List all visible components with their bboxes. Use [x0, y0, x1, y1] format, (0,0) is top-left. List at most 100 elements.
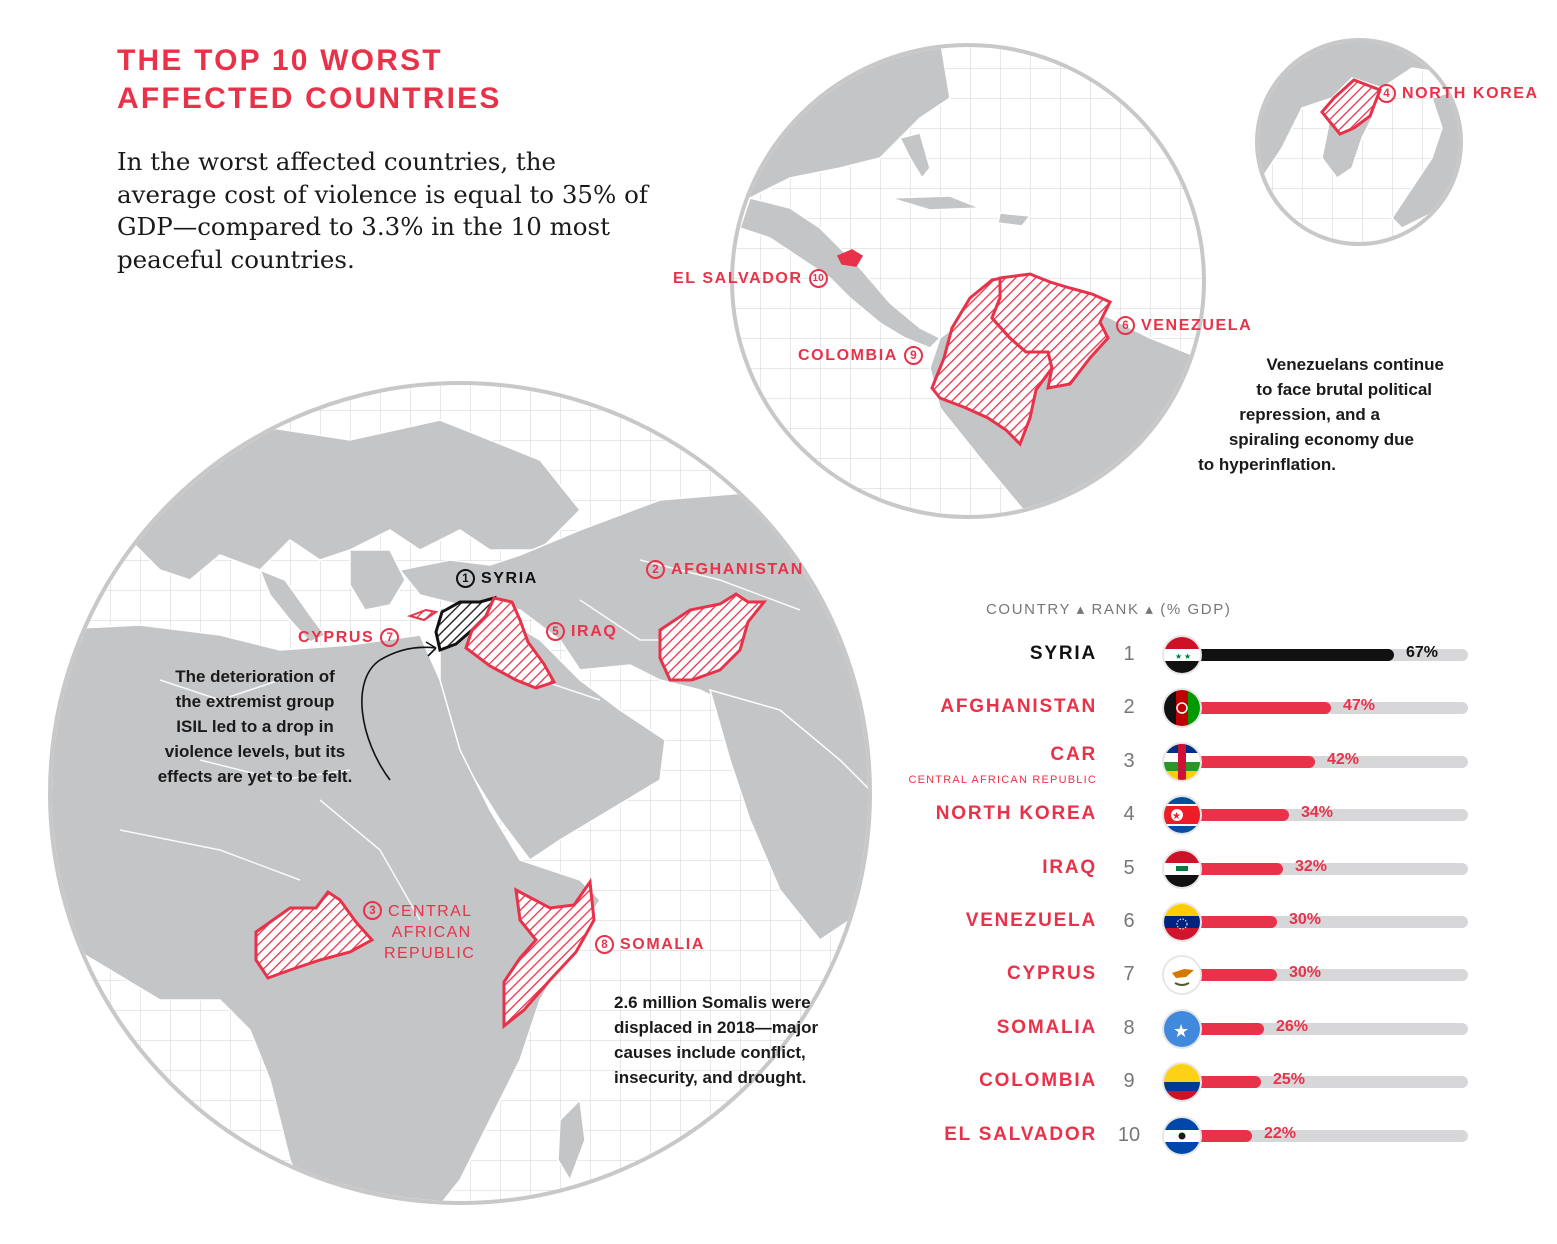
label-cyprus: CYPRUS 7 [298, 628, 400, 647]
afghanistan-flag-icon [1162, 688, 1202, 729]
venezuela-shape [990, 272, 1113, 390]
row-country-subtitle: CENTRAL AFRICAN REPUBLIC [908, 773, 1097, 786]
svg-text:★: ★ [1175, 652, 1182, 661]
bar-track [1182, 1076, 1468, 1089]
row-country-name: COLOMBIA [979, 1070, 1097, 1092]
row-country-name: SYRIA [1029, 643, 1097, 664]
isil-arrow [361, 646, 437, 781]
row-rank: 10 [1117, 1123, 1141, 1146]
bar-track [1182, 1129, 1468, 1142]
bar-fill [1182, 969, 1277, 982]
intro-text: In the worst affected countries, the ave… [117, 147, 648, 274]
landmass-cuba [889, 195, 981, 211]
globe-americas [730, 43, 1206, 519]
landmass-madagascar [557, 1098, 586, 1182]
label-somalia: 8 SOMALIA [595, 935, 705, 954]
row-country-name: CYPRUS [1007, 963, 1097, 985]
table-header[interactable]: COUNTRY ▴ RANK ▴ (% GDP) [986, 601, 1232, 618]
label-syria: 1 SYRIA [456, 569, 538, 588]
car-flag-icon [1162, 741, 1202, 782]
rank-6-badge: 6 [1116, 316, 1135, 335]
label-venezuela: 6 VENEZUELA [1116, 316, 1252, 335]
row-country-name: CAR [1050, 743, 1097, 765]
bar-value-label: 25% [1273, 1071, 1306, 1089]
syria-flag-icon: ★ ★ [1162, 635, 1202, 675]
rank-9-badge: 9 [903, 346, 923, 365]
bar-value-label: 67% [1406, 644, 1439, 661]
bar-value-label: 42% [1327, 750, 1360, 768]
row-rank: 2 [1123, 696, 1135, 719]
colombia-flag-icon [1162, 1062, 1202, 1103]
bar-track [1182, 809, 1468, 822]
bar-fill [1182, 1022, 1264, 1035]
iraq-shape [464, 596, 557, 690]
somalia-shape [502, 877, 596, 1030]
bar-track [1182, 1022, 1468, 1035]
cyprus-shape [406, 608, 439, 622]
car-shape [254, 889, 375, 980]
row-rank: 9 [1123, 1070, 1135, 1093]
bar-track [1182, 755, 1468, 768]
label-iraq: 5 IRAQ [546, 622, 617, 641]
bar-track [1182, 969, 1468, 982]
isil-arrow-head [425, 641, 437, 657]
row-rank: 6 [1123, 910, 1135, 932]
note-isil: The deterioration of the extremist group… [157, 667, 353, 786]
row-country-name: EL SALVADOR [944, 1123, 1097, 1145]
bar-track [1182, 862, 1468, 875]
el-salvador-shape [836, 249, 864, 267]
label-car: 3 CENTRAL AFRICAN REPUBLIC [363, 901, 475, 964]
landmass-florida [898, 132, 931, 180]
bar-value-label: 47% [1343, 697, 1376, 715]
landmass-hispaniola [997, 212, 1032, 227]
somalia-flag-icon: ★ [1162, 1008, 1202, 1049]
row-country-name: VENEZUELA [965, 910, 1097, 931]
rank-2-badge: 2 [646, 560, 665, 579]
svg-text:★: ★ [1184, 652, 1191, 661]
landmass-balkans [349, 549, 406, 611]
label-afghanistan: 2 AFGHANISTAN [646, 560, 804, 579]
label-el-salvador: EL SALVADOR 10 [673, 269, 828, 288]
afghanistan-shape [658, 592, 768, 682]
globe-korea [1255, 38, 1463, 246]
row-rank: 8 [1123, 1016, 1135, 1039]
venezuela-flag-icon [1162, 902, 1202, 942]
row-rank: 3 [1123, 749, 1135, 772]
bar-value-label: 22% [1264, 1124, 1297, 1142]
iraq-flag-icon [1162, 848, 1202, 889]
bar-track [1182, 702, 1468, 715]
row-rank: 1 [1123, 643, 1135, 665]
rank-10-badge: 10 [808, 269, 828, 288]
bar-value-label: 30% [1289, 964, 1322, 982]
label-colombia: COLOMBIA 9 [798, 346, 923, 365]
north-korea-shape [1320, 78, 1382, 136]
rank-8-badge: 8 [595, 935, 614, 954]
bar-value-label: 34% [1301, 804, 1334, 822]
label-north-korea: 4 NORTH KOREA [1377, 84, 1539, 103]
bar-fill [1182, 862, 1283, 875]
rank-4-badge: 4 [1377, 84, 1396, 103]
row-rank: 5 [1123, 856, 1135, 879]
landmass-central-america [739, 197, 942, 349]
bar-fill [1182, 916, 1277, 928]
row-rank: 7 [1123, 963, 1135, 986]
bar-fill [1182, 649, 1394, 661]
rank-1-badge: 1 [456, 569, 475, 588]
row-country-name: AFGHANISTAN [940, 696, 1097, 718]
bar-track [1182, 649, 1468, 661]
landmass-italy [258, 568, 327, 643]
svg-text:★: ★ [1173, 1021, 1189, 1041]
row-country-name: SOMALIA [996, 1016, 1097, 1038]
north-korea-flag-icon: ★ [1162, 795, 1202, 836]
bar-fill [1182, 702, 1331, 715]
cyprus-flag-icon [1162, 955, 1202, 996]
row-rank: 4 [1123, 803, 1135, 826]
bar-fill [1182, 755, 1315, 768]
bar-track [1182, 916, 1468, 928]
row-country-name: IRAQ [1042, 856, 1097, 878]
globe-middle-east-africa [48, 381, 872, 1205]
note-venezuela: Venezuelans continue to face brutal poli… [1198, 355, 1444, 474]
page-title: THE TOP 10 WORST AFFECTED COUNTRIES [117, 44, 502, 115]
rank-7-badge: 7 [380, 628, 400, 647]
bar-value-label: 32% [1295, 857, 1328, 875]
